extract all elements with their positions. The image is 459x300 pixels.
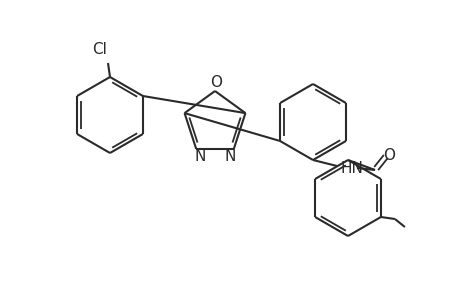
Text: Cl: Cl — [92, 42, 107, 57]
Text: HN: HN — [340, 160, 363, 175]
Text: N: N — [224, 149, 235, 164]
Text: O: O — [382, 148, 394, 163]
Text: N: N — [194, 149, 206, 164]
Text: O: O — [210, 74, 222, 89]
